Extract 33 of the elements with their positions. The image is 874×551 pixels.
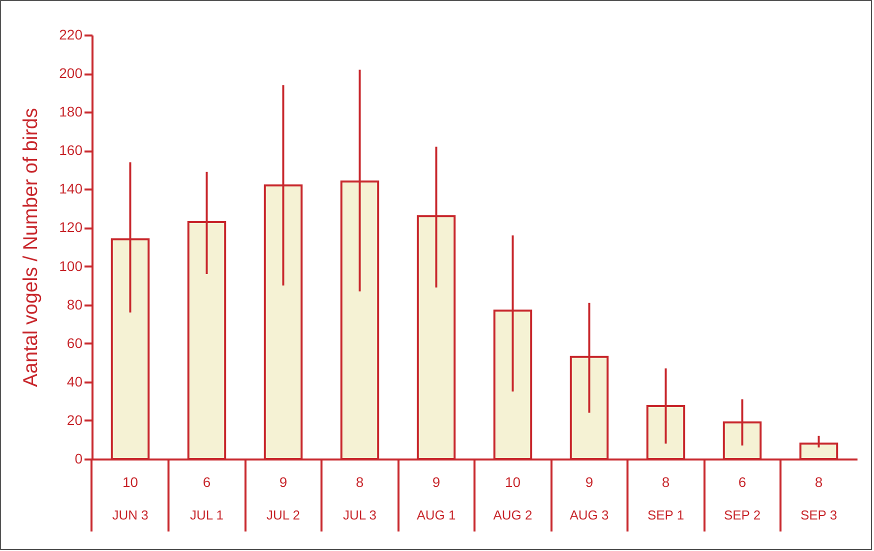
y-tick-label: 100 [59, 258, 83, 274]
x-tick-label: JUL 3 [343, 508, 376, 522]
y-tick-label: 140 [59, 180, 83, 197]
x-tick-label: JUL 2 [266, 508, 300, 522]
text: 9 [279, 474, 288, 490]
text: 10 [122, 474, 138, 490]
text: 8 [356, 474, 364, 490]
y-tick-label: 200 [59, 65, 83, 82]
x-tick-label: SEP 1 [647, 508, 684, 522]
y-tick-label: 0 [74, 450, 83, 466]
y-tick-label: 60 [66, 334, 83, 351]
x-tick-label: SEP 3 [800, 508, 838, 522]
text: 9 [585, 474, 594, 490]
text: 8 [814, 474, 823, 490]
x-tick-label: JUL 1 [190, 508, 224, 522]
y-tick-label: 80 [66, 296, 83, 312]
text: 6 [202, 474, 211, 490]
text: 9 [432, 474, 440, 490]
y-tick-label: 120 [59, 219, 83, 236]
y-tick-label: 220 [59, 26, 83, 42]
x-tick-label: AUG 2 [493, 508, 532, 522]
x-tick-label: SEP 2 [724, 508, 761, 522]
y-axis-title: Aantal vogels / Number of birds [20, 108, 42, 388]
x-tick-label: AUG 3 [570, 508, 609, 522]
x-tick-label: JUN 3 [112, 508, 148, 522]
text: 10 [504, 474, 521, 490]
y-tick-label: 40 [66, 373, 83, 390]
text: 8 [662, 474, 670, 490]
x-tick-label: AUG 1 [416, 508, 456, 522]
y-tick-label: 180 [59, 104, 83, 120]
text: 6 [738, 474, 746, 490]
y-tick-label: 20 [66, 412, 83, 428]
y-tick-label: 160 [59, 142, 83, 158]
